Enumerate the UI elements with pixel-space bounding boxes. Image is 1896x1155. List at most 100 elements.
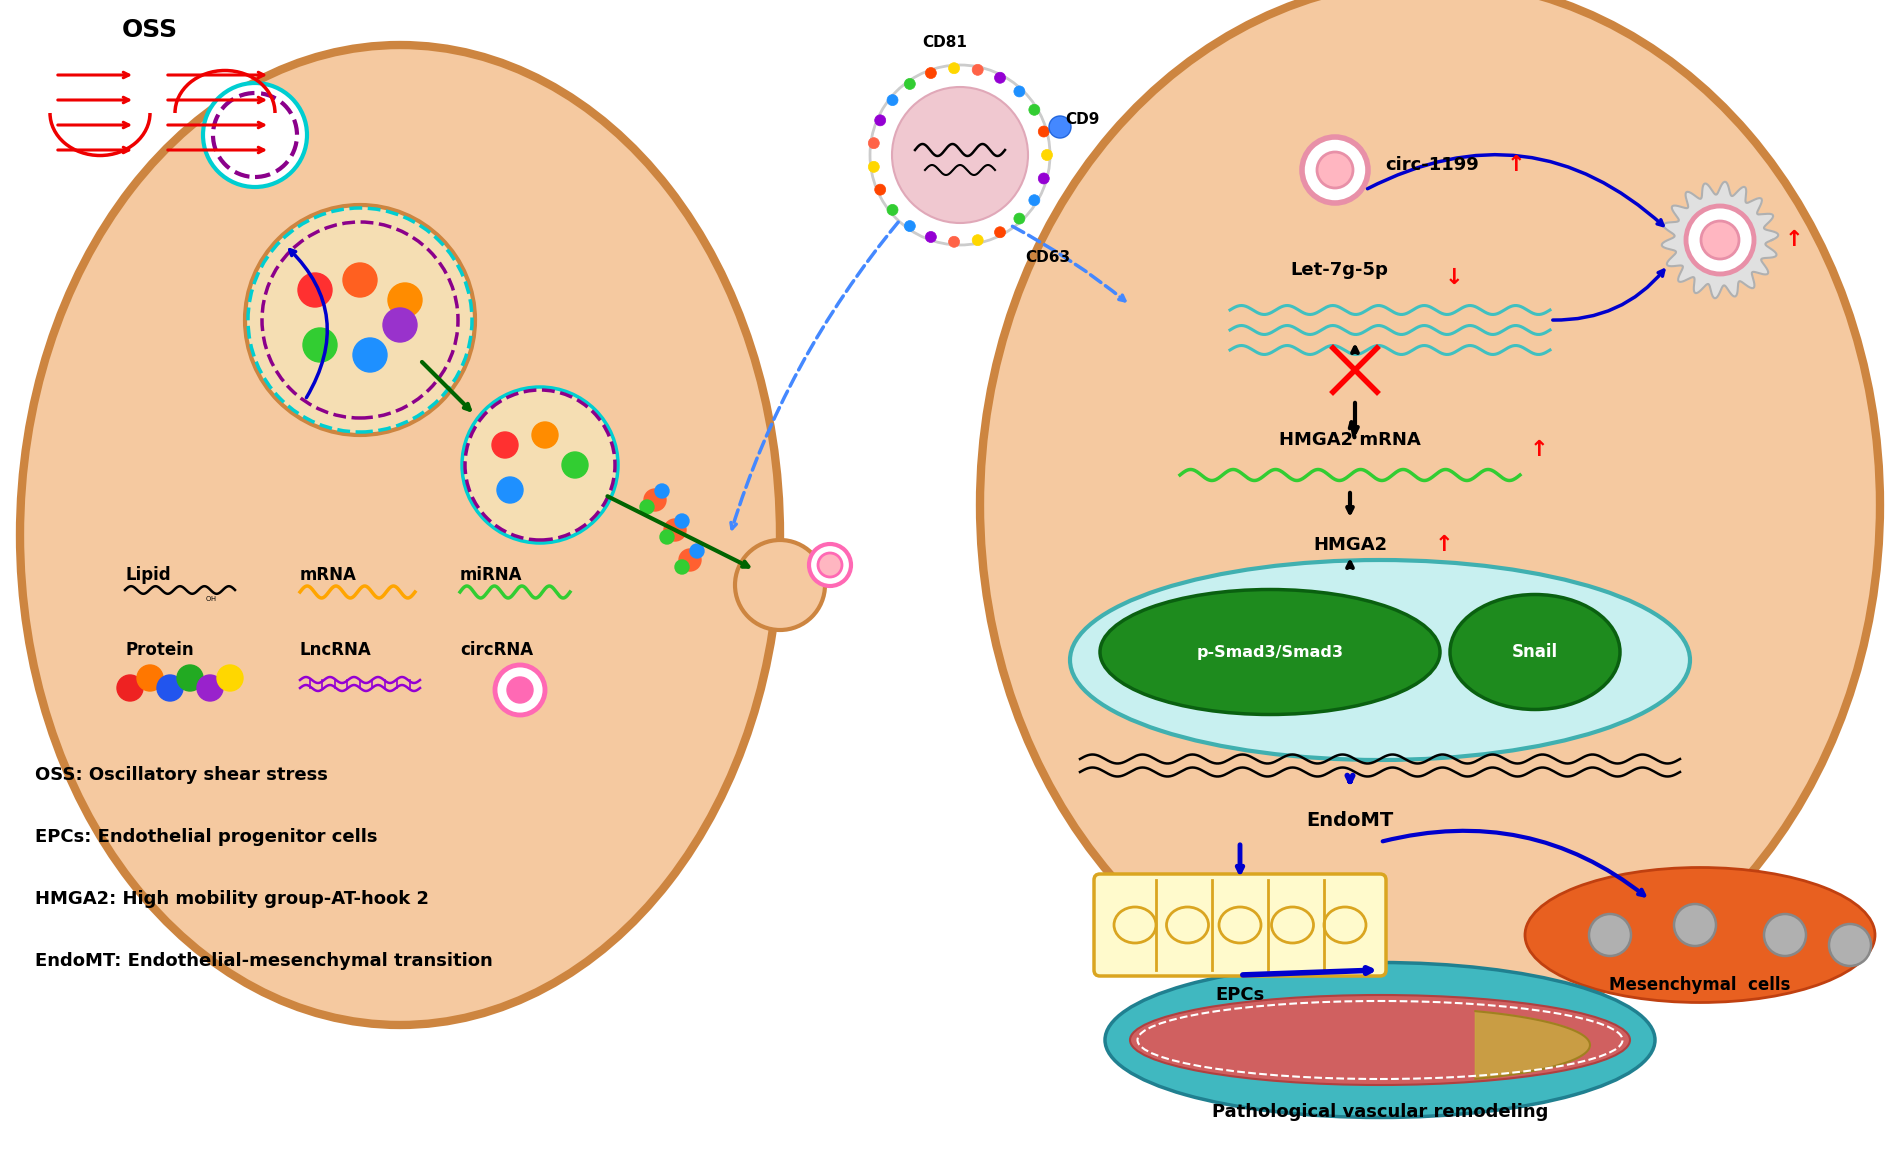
Text: circ-1199: circ-1199	[1384, 156, 1479, 174]
Circle shape	[654, 484, 669, 498]
Text: miRNA: miRNA	[461, 566, 523, 584]
Circle shape	[874, 114, 885, 126]
Circle shape	[353, 338, 387, 372]
Text: Protein: Protein	[125, 641, 193, 660]
Circle shape	[506, 677, 533, 703]
Text: HMGA2: High mobility group-AT-hook 2: HMGA2: High mobility group-AT-hook 2	[34, 891, 428, 908]
Circle shape	[303, 328, 337, 362]
Polygon shape	[1475, 1011, 1591, 1079]
Circle shape	[973, 65, 984, 75]
Circle shape	[887, 204, 899, 215]
Circle shape	[463, 387, 618, 543]
Text: circRNA: circRNA	[461, 641, 533, 660]
Circle shape	[1589, 914, 1631, 956]
Circle shape	[561, 452, 588, 478]
Text: HMGA2 mRNA: HMGA2 mRNA	[1280, 431, 1420, 449]
Circle shape	[660, 530, 673, 544]
Text: ↑: ↑	[1507, 155, 1526, 176]
Circle shape	[1303, 137, 1369, 203]
Circle shape	[868, 162, 880, 172]
Circle shape	[1030, 195, 1039, 206]
Text: Pathological vascular remodeling: Pathological vascular remodeling	[1212, 1103, 1549, 1122]
Text: Lipid: Lipid	[125, 566, 171, 584]
Text: EndoMT: Endothelial-mesenchymal transition: EndoMT: Endothelial-mesenchymal transiti…	[34, 952, 493, 970]
Circle shape	[973, 234, 984, 246]
Circle shape	[645, 489, 665, 511]
Circle shape	[495, 665, 544, 715]
Circle shape	[995, 73, 1005, 83]
Circle shape	[1039, 126, 1048, 137]
Circle shape	[948, 62, 959, 74]
Circle shape	[497, 477, 523, 502]
Circle shape	[1674, 904, 1716, 946]
Circle shape	[925, 67, 937, 79]
Ellipse shape	[1130, 994, 1631, 1085]
Circle shape	[383, 308, 417, 342]
Text: ↑: ↑	[1784, 230, 1803, 249]
Circle shape	[887, 95, 899, 105]
Circle shape	[1318, 152, 1354, 188]
Circle shape	[1686, 206, 1754, 274]
Circle shape	[1039, 173, 1048, 184]
Text: Snail: Snail	[1511, 643, 1559, 661]
Circle shape	[690, 544, 703, 558]
Circle shape	[176, 665, 203, 691]
Circle shape	[817, 553, 842, 578]
Circle shape	[664, 519, 686, 541]
Ellipse shape	[21, 45, 779, 1024]
Circle shape	[1763, 914, 1807, 956]
Circle shape	[925, 231, 937, 243]
Circle shape	[137, 665, 163, 691]
Text: CD63: CD63	[1026, 249, 1069, 264]
Circle shape	[1030, 104, 1039, 116]
Text: EndoMT: EndoMT	[1306, 811, 1394, 829]
Text: OSS: OSS	[121, 18, 178, 42]
Polygon shape	[1661, 181, 1778, 298]
Text: $_{\rm OH}$: $_{\rm OH}$	[205, 594, 216, 604]
Ellipse shape	[980, 0, 1881, 1030]
Circle shape	[197, 675, 224, 701]
FancyBboxPatch shape	[1094, 874, 1386, 976]
Circle shape	[736, 541, 825, 629]
Text: Let-7g-5p: Let-7g-5p	[1289, 261, 1388, 280]
Circle shape	[995, 226, 1005, 238]
Text: p-Smad3/Smad3: p-Smad3/Smad3	[1196, 644, 1344, 660]
Circle shape	[948, 237, 959, 247]
Text: CD81: CD81	[923, 35, 967, 50]
Circle shape	[1830, 924, 1871, 966]
Circle shape	[203, 83, 307, 187]
Circle shape	[870, 65, 1050, 245]
Circle shape	[904, 79, 916, 89]
Ellipse shape	[1524, 867, 1875, 1003]
Circle shape	[157, 675, 184, 701]
Circle shape	[343, 263, 377, 297]
Circle shape	[245, 204, 476, 435]
Text: mRNA: mRNA	[300, 566, 356, 584]
Ellipse shape	[1069, 560, 1689, 760]
Circle shape	[679, 549, 702, 571]
Circle shape	[1048, 116, 1071, 137]
Circle shape	[675, 560, 688, 574]
Circle shape	[389, 283, 423, 316]
Circle shape	[1701, 221, 1739, 259]
Text: LncRNA: LncRNA	[300, 641, 372, 660]
Circle shape	[1014, 85, 1026, 97]
Circle shape	[874, 184, 885, 195]
Text: ↓: ↓	[1445, 268, 1464, 288]
Text: ↑: ↑	[1530, 440, 1549, 460]
Circle shape	[491, 432, 518, 459]
Text: EPCs: EPCs	[1215, 986, 1265, 1004]
Circle shape	[118, 675, 142, 701]
Text: Mesenchymal  cells: Mesenchymal cells	[1610, 976, 1790, 994]
Circle shape	[675, 514, 688, 528]
Text: EPCs: Endothelial progenitor cells: EPCs: Endothelial progenitor cells	[34, 828, 377, 845]
Circle shape	[810, 544, 851, 586]
Text: CD9: CD9	[1066, 112, 1100, 127]
Circle shape	[533, 422, 557, 448]
Text: ↑: ↑	[1435, 535, 1454, 556]
Circle shape	[641, 500, 654, 514]
Text: OSS: Oscillatory shear stress: OSS: Oscillatory shear stress	[34, 766, 328, 784]
Circle shape	[891, 87, 1028, 223]
Ellipse shape	[1105, 962, 1655, 1118]
Circle shape	[868, 137, 880, 149]
